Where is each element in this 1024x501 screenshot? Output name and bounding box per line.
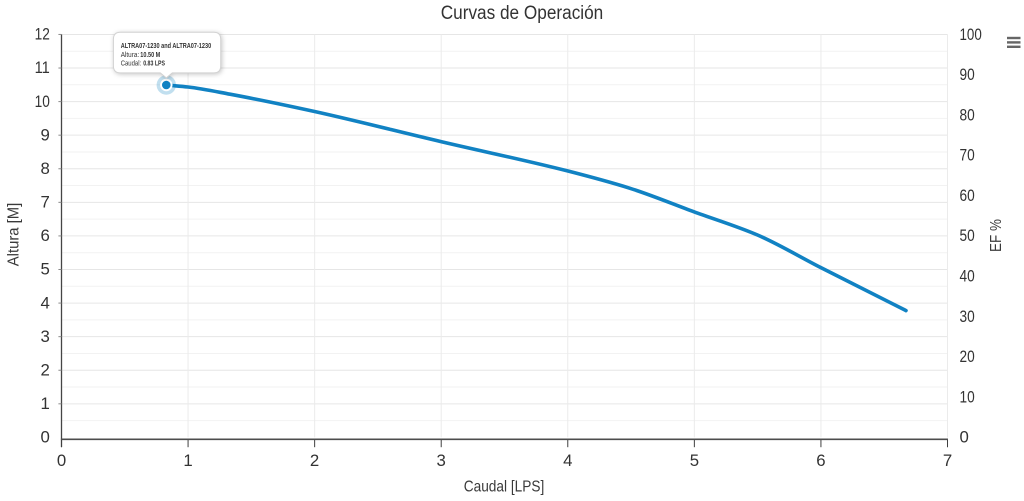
svg-text:1: 1: [40, 394, 49, 413]
svg-text:0: 0: [40, 428, 49, 447]
svg-text:Altura [M]: Altura [M]: [6, 203, 23, 267]
svg-text:2: 2: [40, 360, 49, 379]
svg-text:12: 12: [35, 25, 50, 44]
svg-text:40: 40: [960, 267, 975, 286]
svg-text:2: 2: [310, 451, 319, 470]
svg-text:70: 70: [960, 146, 975, 165]
svg-text:30: 30: [960, 307, 975, 326]
svg-text:3: 3: [437, 451, 446, 470]
svg-text:8: 8: [40, 159, 49, 178]
svg-text:5: 5: [40, 260, 49, 279]
svg-text:Caudal [LPS]: Caudal [LPS]: [464, 479, 545, 496]
svg-text:90: 90: [960, 65, 975, 84]
svg-text:11: 11: [35, 58, 50, 77]
svg-text:80: 80: [960, 105, 975, 124]
svg-text:7: 7: [943, 451, 952, 470]
svg-text:6: 6: [40, 226, 49, 245]
svg-text:1: 1: [183, 451, 192, 470]
svg-text:Altura:: Altura:: [121, 50, 140, 59]
svg-text:10.50 M: 10.50 M: [140, 50, 160, 59]
svg-text:4: 4: [40, 293, 49, 312]
svg-text:7: 7: [40, 193, 49, 212]
svg-text:0: 0: [57, 451, 66, 470]
svg-text:20: 20: [960, 347, 975, 366]
svg-text:10: 10: [35, 92, 50, 111]
svg-text:100: 100: [960, 25, 982, 44]
svg-text:EF %: EF %: [988, 219, 1005, 252]
svg-text:Curvas de Operación: Curvas de Operación: [441, 3, 604, 24]
svg-text:4: 4: [563, 451, 572, 470]
svg-text:5: 5: [690, 451, 699, 470]
svg-text:3: 3: [40, 327, 49, 346]
svg-text:Caudal:: Caudal:: [121, 58, 142, 67]
svg-text:6: 6: [816, 451, 825, 470]
svg-text:10: 10: [960, 387, 975, 406]
svg-text:0: 0: [960, 428, 969, 447]
svg-text:9: 9: [40, 125, 49, 144]
svg-text:ALTRA07-1230 and ALTRA07-1230: ALTRA07-1230 and ALTRA07-1230: [121, 41, 212, 50]
svg-text:50: 50: [960, 226, 975, 245]
svg-text:60: 60: [960, 186, 975, 205]
svg-text:0.83 LPS: 0.83 LPS: [143, 58, 165, 67]
